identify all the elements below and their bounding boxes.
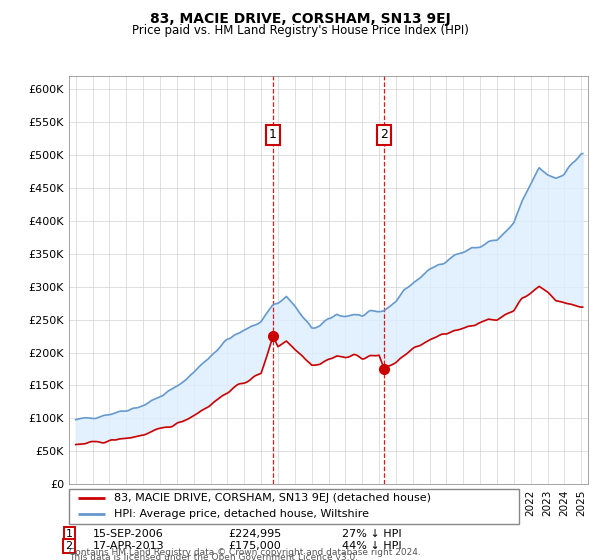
Text: 2: 2	[65, 541, 73, 551]
Text: This data is licensed under the Open Government Licence v3.0.: This data is licensed under the Open Gov…	[69, 553, 358, 560]
Text: 15-SEP-2006: 15-SEP-2006	[93, 529, 164, 539]
Text: 83, MACIE DRIVE, CORSHAM, SN13 9EJ: 83, MACIE DRIVE, CORSHAM, SN13 9EJ	[149, 12, 451, 26]
Text: HPI: Average price, detached house, Wiltshire: HPI: Average price, detached house, Wilt…	[114, 509, 369, 519]
Text: Price paid vs. HM Land Registry's House Price Index (HPI): Price paid vs. HM Land Registry's House …	[131, 24, 469, 36]
Text: £224,995: £224,995	[228, 529, 281, 539]
Text: 2: 2	[380, 128, 388, 142]
Text: £175,000: £175,000	[228, 541, 281, 551]
Text: 1: 1	[65, 529, 73, 539]
Text: Contains HM Land Registry data © Crown copyright and database right 2024.: Contains HM Land Registry data © Crown c…	[69, 548, 421, 557]
Text: 17-APR-2013: 17-APR-2013	[93, 541, 164, 551]
FancyBboxPatch shape	[69, 489, 519, 524]
Text: 1: 1	[269, 128, 277, 142]
Text: 83, MACIE DRIVE, CORSHAM, SN13 9EJ (detached house): 83, MACIE DRIVE, CORSHAM, SN13 9EJ (deta…	[114, 493, 431, 503]
Text: 44% ↓ HPI: 44% ↓ HPI	[342, 541, 401, 551]
Text: 27% ↓ HPI: 27% ↓ HPI	[342, 529, 401, 539]
